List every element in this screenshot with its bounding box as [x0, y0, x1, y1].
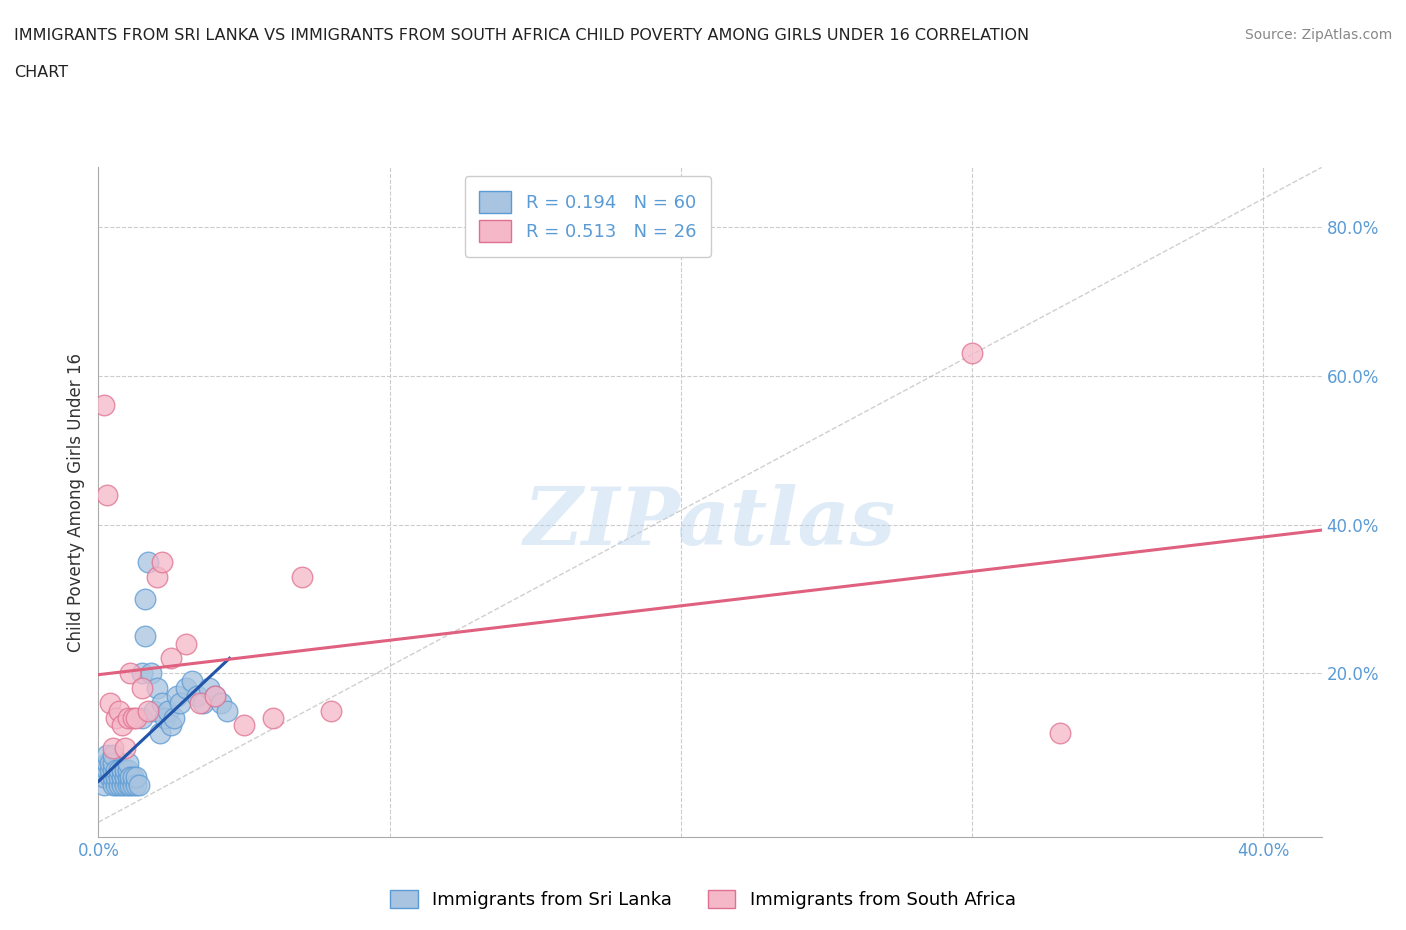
Point: [108, 703, 131, 718]
Point: [145, 681, 167, 696]
Point: [101, 777, 124, 792]
Point: [104, 711, 127, 725]
Point: [128, 777, 150, 792]
Point: [96, 487, 118, 502]
Text: IMMIGRANTS FROM SRI LANKA VS IMMIGRANTS FROM SOUTH AFRICA CHILD POVERTY AMONG GI: IMMIGRANTS FROM SRI LANKA VS IMMIGRANTS …: [14, 28, 1029, 43]
Point: [131, 711, 153, 725]
Point: [152, 554, 174, 569]
Point: [160, 651, 183, 666]
Point: [104, 777, 127, 792]
Point: [108, 770, 131, 785]
Point: [122, 777, 145, 792]
Point: [174, 636, 197, 651]
Point: [163, 711, 186, 725]
Point: [155, 711, 177, 725]
Point: [145, 569, 167, 584]
Point: [180, 673, 202, 688]
Point: [96, 763, 118, 777]
Point: [149, 725, 172, 740]
Point: [104, 770, 127, 785]
Point: [157, 703, 180, 718]
Point: [169, 696, 191, 711]
Point: [117, 755, 139, 770]
Point: [233, 718, 256, 733]
Point: [114, 763, 136, 777]
Point: [114, 770, 136, 785]
Legend: Immigrants from Sri Lanka, Immigrants from South Africa: Immigrants from Sri Lanka, Immigrants fr…: [384, 883, 1022, 916]
Point: [188, 696, 212, 711]
Point: [291, 569, 314, 584]
Y-axis label: Child Poverty Among Girls Under 16: Child Poverty Among Girls Under 16: [66, 352, 84, 652]
Point: [136, 554, 159, 569]
Point: [108, 777, 131, 792]
Point: [166, 688, 188, 703]
Point: [321, 703, 343, 718]
Point: [134, 629, 156, 644]
Point: [152, 696, 174, 711]
Point: [204, 688, 226, 703]
Point: [174, 681, 197, 696]
Point: [125, 770, 148, 785]
Point: [125, 711, 148, 725]
Point: [108, 763, 131, 777]
Point: [215, 703, 238, 718]
Point: [960, 346, 983, 361]
Point: [262, 711, 284, 725]
Point: [98, 755, 121, 770]
Point: [204, 688, 226, 703]
Point: [111, 770, 134, 785]
Point: [98, 696, 121, 711]
Point: [198, 681, 221, 696]
Point: [93, 398, 115, 413]
Point: [122, 711, 145, 725]
Point: [136, 703, 159, 718]
Point: [101, 755, 124, 770]
Point: [160, 718, 183, 733]
Point: [120, 770, 142, 785]
Point: [96, 755, 118, 770]
Text: Source: ZipAtlas.com: Source: ZipAtlas.com: [1244, 28, 1392, 42]
Point: [117, 763, 139, 777]
Point: [101, 740, 124, 755]
Point: [114, 740, 136, 755]
Point: [139, 666, 162, 681]
Point: [111, 718, 134, 733]
Point: [101, 763, 124, 777]
Legend: R = 0.194   N = 60, R = 0.513   N = 26: R = 0.194 N = 60, R = 0.513 N = 26: [464, 177, 711, 257]
Point: [193, 696, 215, 711]
Point: [111, 763, 134, 777]
Point: [122, 770, 145, 785]
Point: [134, 591, 156, 606]
Point: [93, 770, 115, 785]
Point: [117, 770, 139, 785]
Point: [131, 681, 153, 696]
Point: [131, 666, 153, 681]
Point: [101, 770, 124, 785]
Point: [209, 696, 232, 711]
Point: [98, 770, 121, 785]
Point: [93, 777, 115, 792]
Point: [125, 777, 148, 792]
Point: [117, 711, 139, 725]
Point: [186, 688, 208, 703]
Point: [142, 703, 165, 718]
Point: [1049, 725, 1071, 740]
Point: [120, 777, 142, 792]
Point: [96, 748, 118, 763]
Text: ZIPatlas: ZIPatlas: [524, 484, 896, 561]
Point: [120, 666, 142, 681]
Point: [98, 763, 121, 777]
Point: [111, 777, 134, 792]
Point: [101, 748, 124, 763]
Point: [104, 763, 127, 777]
Point: [114, 777, 136, 792]
Text: CHART: CHART: [14, 65, 67, 80]
Point: [117, 777, 139, 792]
